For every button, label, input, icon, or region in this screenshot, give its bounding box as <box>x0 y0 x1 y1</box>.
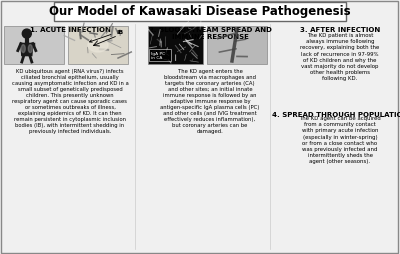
Text: KD ubiquitous agent (RNA virus?) infects
ciliated bronchial epithelium, usually
: KD ubiquitous agent (RNA virus?) infects… <box>12 69 128 133</box>
Bar <box>207 27 267 65</box>
Text: The KD agent can be acquired
from a community contact
with primary acute infecti: The KD agent can be acquired from a comm… <box>299 116 381 164</box>
Text: 2. BLOODSTREAM SPREAD AND
IMMUNE RESPONSE: 2. BLOODSTREAM SPREAD AND IMMUNE RESPONS… <box>148 27 272 40</box>
FancyBboxPatch shape <box>54 3 346 22</box>
Text: 4. SPREAD THROUGH POPULATION: 4. SPREAD THROUGH POPULATION <box>272 112 400 118</box>
Text: IgA PC
in CA: IgA PC in CA <box>151 51 165 60</box>
Bar <box>149 50 171 62</box>
Ellipse shape <box>21 45 25 53</box>
Bar <box>4 27 64 65</box>
Bar <box>148 27 203 65</box>
Text: The KD agent enters the
bloodstream via macrophages and
targets the coronary art: The KD agent enters the bloodstream via … <box>160 69 260 133</box>
Ellipse shape <box>28 45 32 53</box>
Polygon shape <box>21 44 33 56</box>
Text: IB: IB <box>90 30 124 43</box>
Text: The KD patient is almost
always immune following
recovery, explaining both the
l: The KD patient is almost always immune f… <box>300 33 380 81</box>
Bar <box>68 27 128 65</box>
Ellipse shape <box>88 39 108 53</box>
Text: 1. ACUTE INFECTION: 1. ACUTE INFECTION <box>30 27 110 33</box>
Circle shape <box>22 30 31 39</box>
Text: Our Model of Kawasaki Disease Pathogenesis: Our Model of Kawasaki Disease Pathogenes… <box>49 6 351 19</box>
Text: 3. AFTER INFECTION: 3. AFTER INFECTION <box>300 27 380 33</box>
